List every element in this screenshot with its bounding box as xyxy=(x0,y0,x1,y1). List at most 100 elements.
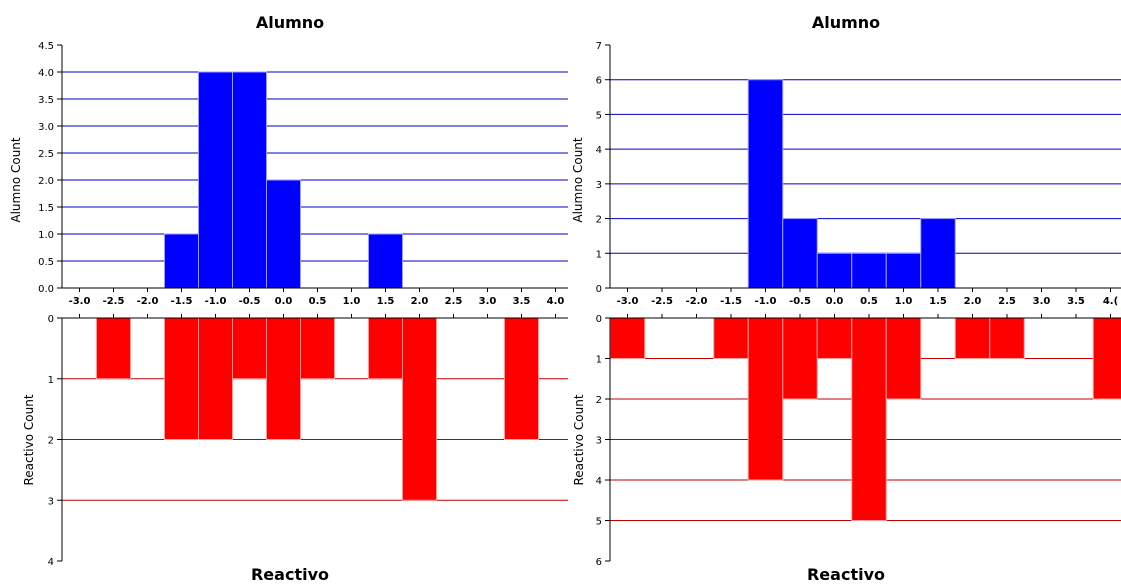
right-bottom-chart-xlabel: Reactivo xyxy=(807,565,885,584)
bar xyxy=(164,317,199,440)
right-top-y-ticks: 0 1 2 3 4 5 6 7 xyxy=(596,41,611,295)
x-tick-label: 4.( xyxy=(1103,296,1118,307)
y-tick-label: 6 xyxy=(596,76,602,87)
bar xyxy=(266,317,301,440)
x-tick-label: 0.0 xyxy=(275,296,293,307)
bar xyxy=(954,317,991,359)
x-tick-label: -2.0 xyxy=(137,296,159,307)
bar xyxy=(782,218,818,289)
x-tick-label: 0.5 xyxy=(860,296,878,307)
x-tick-label: 0.0 xyxy=(826,296,844,307)
right-panel: Alumno 0 1 2 3 4 5 6 7 Alumno Count -3.0 -2.5 -2.… xyxy=(571,13,1121,584)
x-tick-label: -2.5 xyxy=(103,296,125,307)
y-tick-label: 5 xyxy=(596,517,602,528)
x-tick-label: -1.0 xyxy=(205,296,227,307)
bar xyxy=(885,317,922,400)
y-tick-label: 3 xyxy=(596,436,602,447)
y-tick-label: 4 xyxy=(596,476,602,487)
right-top-y-axis-label: Alumno Count xyxy=(571,137,585,223)
left-top-chart-title: Alumno xyxy=(256,13,324,32)
y-tick-label: 0.0 xyxy=(38,284,54,295)
bar xyxy=(851,317,887,521)
x-tick-label: 2.0 xyxy=(964,296,982,307)
y-tick-label: 0 xyxy=(48,314,54,325)
x-tick-label: -3.0 xyxy=(69,296,91,307)
right-bottom-y-axis-label: Reactivo Count xyxy=(572,394,586,485)
x-tick-label: -3.0 xyxy=(617,296,639,307)
left-top-y-axis-label: Alumno Count xyxy=(9,137,23,223)
x-tick-label: 3.5 xyxy=(1067,296,1085,307)
x-tick-label: -1.5 xyxy=(720,296,742,307)
x-tick-label: -2.0 xyxy=(686,296,708,307)
y-tick-label: 6 xyxy=(596,557,602,568)
y-tick-label: 4.0 xyxy=(38,68,54,79)
y-tick-label: 7 xyxy=(596,41,602,52)
left-panel: Alumno 0.0 0.5 1.0 1.5 2.0 2.5 3.0 3.5 4.0 4.5 Al… xyxy=(9,13,568,584)
left-x-axis: -3.0 -2.5 -2.0 -1.5 -1.0 -0.5 0.0 0.5 1.0 1.5 2.0 2… xyxy=(69,288,565,318)
x-tick-label: 1.0 xyxy=(343,296,361,307)
y-tick-label: 3.0 xyxy=(38,122,54,133)
x-tick-label: -1.0 xyxy=(755,296,777,307)
bar xyxy=(989,317,1025,359)
bar xyxy=(816,317,853,359)
y-tick-label: 4 xyxy=(48,557,54,568)
x-tick-label: 1.5 xyxy=(929,296,947,307)
x-tick-label: 3.5 xyxy=(513,296,531,307)
left-top-bars xyxy=(62,71,568,289)
right-top-gridlines xyxy=(610,79,1121,254)
left-bottom-bars xyxy=(96,317,539,501)
bar xyxy=(300,317,335,380)
x-tick-label: 3.0 xyxy=(1033,296,1051,307)
y-tick-label: 3 xyxy=(48,496,54,507)
left-bottom-chart-xlabel: Reactivo xyxy=(251,565,329,584)
y-tick-label: 1 xyxy=(596,355,602,366)
y-tick-label: 1.5 xyxy=(38,203,54,214)
x-tick-label: 2.5 xyxy=(445,296,463,307)
y-tick-label: 2 xyxy=(48,436,54,447)
bar xyxy=(198,71,233,289)
x-tick-label: 1.5 xyxy=(377,296,395,307)
bar xyxy=(851,252,887,289)
right-top-chart-title: Alumno xyxy=(812,13,880,32)
y-tick-label: 2.5 xyxy=(38,149,54,160)
left-bottom-y-ticks: 0 1 2 3 4 xyxy=(48,314,568,568)
right-x-axis: -3.0 -2.5 -2.0 -1.5 -1.0 -0.5 0.0 0.5 1.0 1.5 2.0 2… xyxy=(617,288,1118,318)
bar xyxy=(96,317,131,380)
bar xyxy=(402,317,437,501)
y-tick-label: 2.0 xyxy=(38,176,54,187)
x-tick-label: 0.5 xyxy=(309,296,327,307)
bar xyxy=(164,233,199,289)
bar xyxy=(266,179,301,289)
bar xyxy=(920,218,956,289)
bar xyxy=(504,317,539,440)
right-bottom-bars xyxy=(609,317,1121,521)
x-tick-label: 2.0 xyxy=(411,296,429,307)
bar xyxy=(747,317,784,481)
bar xyxy=(885,252,922,289)
left-top-y-ticks: 0.0 0.5 1.0 1.5 2.0 2.5 3.0 3.5 4.0 4.5 xyxy=(38,41,63,295)
bar xyxy=(198,317,233,440)
bar xyxy=(782,317,818,400)
bar xyxy=(368,233,403,289)
y-tick-label: 3.5 xyxy=(38,95,54,106)
bar xyxy=(747,79,784,289)
y-tick-label: 0 xyxy=(596,314,602,325)
bar xyxy=(232,317,267,380)
y-tick-label: 1 xyxy=(48,375,54,386)
bar xyxy=(232,71,267,289)
y-tick-label: 3 xyxy=(596,180,602,191)
x-tick-label: 1.0 xyxy=(895,296,913,307)
y-tick-label: 2 xyxy=(596,215,602,226)
y-tick-label: 4 xyxy=(596,145,602,156)
y-tick-label: 2 xyxy=(596,395,602,406)
bar xyxy=(1092,317,1121,400)
x-tick-label: 4.0 xyxy=(547,296,565,307)
left-bottom-y-axis-label: Reactivo Count xyxy=(22,394,36,485)
x-tick-label: -2.5 xyxy=(651,296,673,307)
y-tick-label: 5 xyxy=(596,110,602,121)
x-tick-label: 2.5 xyxy=(998,296,1016,307)
left-top-gridlines xyxy=(62,71,568,262)
bar xyxy=(713,317,749,359)
x-tick-label: -1.5 xyxy=(171,296,193,307)
x-tick-label: 3.0 xyxy=(479,296,497,307)
